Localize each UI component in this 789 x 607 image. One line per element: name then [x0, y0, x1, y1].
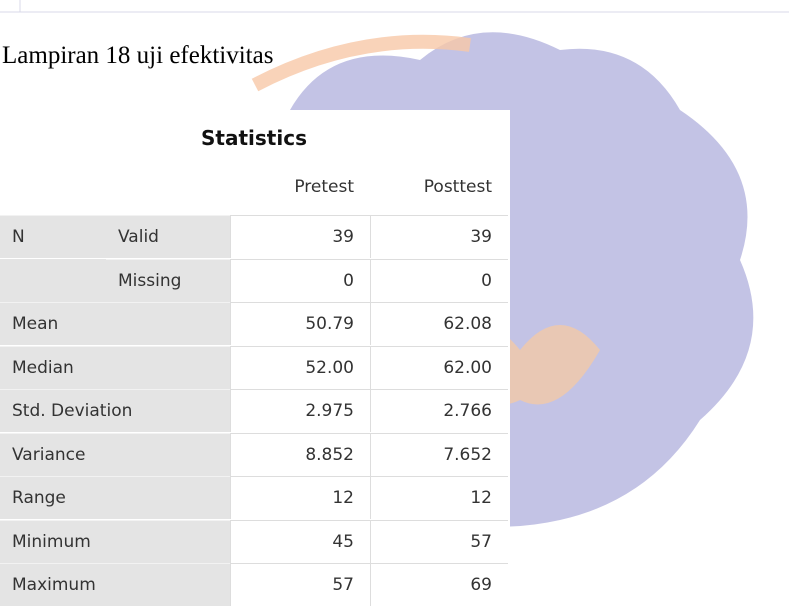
cell-value: 0	[230, 259, 370, 302]
cell-value: 0	[370, 259, 508, 302]
cell-value: 62.00	[370, 346, 508, 389]
row-label: Valid	[106, 215, 230, 258]
cell-value: 62.08	[370, 302, 508, 345]
column-header: Pretest	[230, 166, 370, 209]
cell-value: 12	[230, 476, 370, 519]
row-label: Mean	[0, 302, 230, 345]
cell-value: 39	[370, 215, 508, 258]
cell-value: 2.766	[370, 389, 508, 432]
cell-value: 52.00	[230, 346, 370, 389]
cell-value: 57	[370, 520, 508, 563]
cell-value: 39	[230, 215, 370, 258]
heading: Lampiran 18 uji efektivitas	[2, 42, 273, 70]
row-label: Median	[0, 346, 230, 389]
cell-value: 57	[230, 563, 370, 606]
cell-value: 7.652	[370, 433, 508, 476]
cell-value: 50.79	[230, 302, 370, 345]
row-label: Maximum	[0, 563, 230, 606]
row-label: Variance	[0, 433, 230, 476]
row-group: N	[0, 215, 106, 258]
cell-value: 2.975	[230, 389, 370, 432]
table-title: Statistics	[0, 126, 508, 150]
cell-value: 8.852	[230, 433, 370, 476]
row-label: Missing	[106, 259, 230, 302]
cell-value: 45	[230, 520, 370, 563]
cell-value: 12	[370, 476, 508, 519]
cell-value: 69	[370, 563, 508, 606]
row-label: Std. Deviation	[0, 389, 230, 432]
row-group	[0, 259, 106, 302]
row-label: Range	[0, 476, 230, 519]
column-header: Posttest	[370, 166, 508, 209]
row-label: Minimum	[0, 520, 230, 563]
page: Lampiran 18 uji efektivitas Statistics P…	[0, 0, 789, 604]
